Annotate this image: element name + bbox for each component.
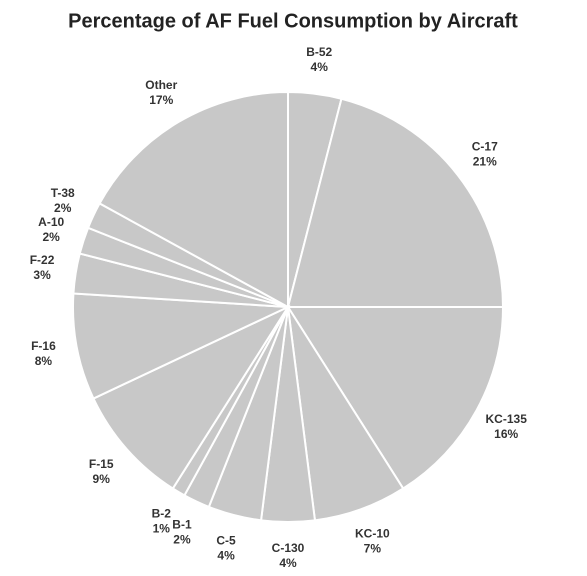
slice-value-label: 1% <box>153 521 171 535</box>
slice-value-label: 7% <box>364 541 382 555</box>
slice-label: KC-10 <box>355 526 390 540</box>
slice-value-label: 3% <box>33 268 51 282</box>
pie-slice <box>98 90 289 309</box>
slice-label: B-52 <box>306 45 332 59</box>
slice-value-label: 4% <box>311 60 329 74</box>
slice-value-label: 2% <box>43 230 61 244</box>
pie-slice <box>72 292 289 400</box>
slice-label: F-22 <box>30 253 55 267</box>
slice-value-label: 9% <box>93 472 111 486</box>
slice-label: C-130 <box>272 541 305 555</box>
pie-slice <box>286 97 505 308</box>
chart-title: Percentage of AF Fuel Consumption by Air… <box>68 10 518 32</box>
slice-value-label: 16% <box>494 427 518 441</box>
slice-label: F-16 <box>31 339 56 353</box>
slice-value-label: 21% <box>473 155 497 169</box>
slice-label: C-17 <box>472 140 498 154</box>
slice-value-label: 2% <box>54 201 72 215</box>
slice-label: B-2 <box>152 506 172 520</box>
slice-label: C-5 <box>216 533 236 547</box>
slice-label: KC-135 <box>486 412 528 426</box>
slice-value-label: 2% <box>173 532 191 546</box>
slice-label: F-15 <box>89 457 114 471</box>
slice-value-label: 4% <box>217 548 235 562</box>
slice-value-label: 4% <box>279 556 297 570</box>
slice-label: B-1 <box>172 517 192 531</box>
slice-value-label: 17% <box>149 93 173 107</box>
pie-slice <box>286 306 505 490</box>
slice-label: T-38 <box>51 186 75 200</box>
pie-slice <box>92 304 291 490</box>
slice-label: Other <box>145 78 177 92</box>
slice-value-label: 8% <box>35 354 53 368</box>
slice-label: A-10 <box>38 215 64 229</box>
